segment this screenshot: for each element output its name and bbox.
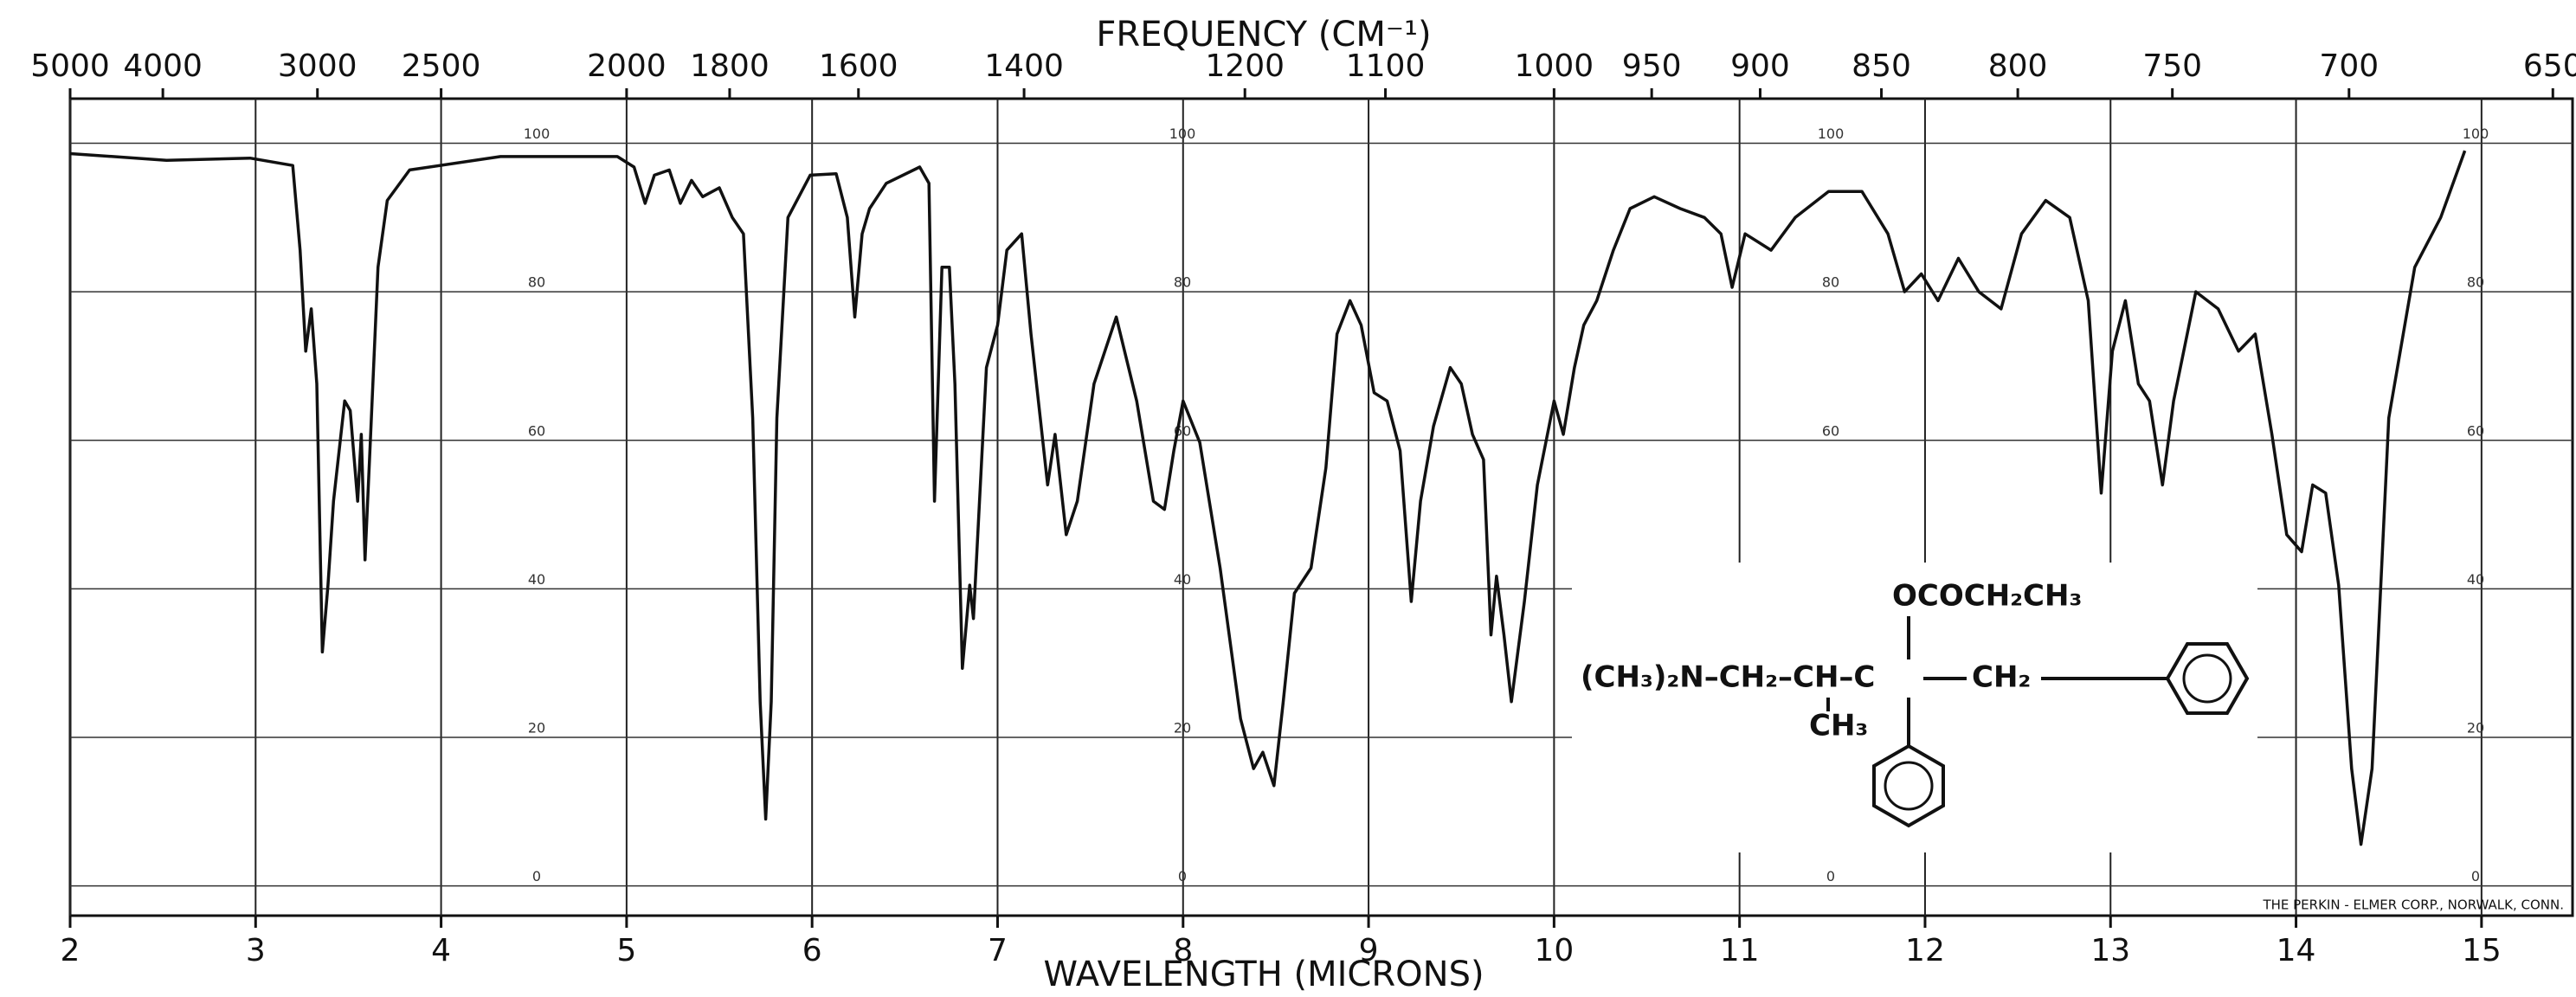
x-tick-label: 5 (616, 933, 636, 968)
x-tick-label: 11 (1720, 933, 1760, 968)
x-tick-label: 13 (2090, 933, 2130, 968)
x-tick-label: 8 (1173, 933, 1193, 968)
frequency-tick-label: 1400 (984, 48, 1064, 84)
y-tick-label: 40 (1174, 571, 1191, 588)
y-tick-label: 100 (1169, 125, 1196, 142)
y-tick-label: 20 (2467, 720, 2484, 736)
frequency-tick-label: 800 (1988, 48, 2048, 84)
frequency-tick-label: 700 (2319, 48, 2379, 84)
structure-background (1572, 563, 2257, 852)
frequency-tick-label: 2000 (587, 48, 667, 84)
y-tick-label: 60 (2467, 422, 2484, 439)
frequency-tick-label: 1600 (819, 48, 898, 84)
x-tick-label: 3 (246, 933, 266, 968)
y-tick-label: 0 (2471, 868, 2480, 884)
y-tick-label: 60 (528, 422, 545, 439)
y-tick-label: 80 (528, 274, 545, 291)
y-tick-label: 0 (1178, 868, 1187, 884)
x-tick-label: 4 (431, 933, 451, 968)
frequency-tick-label: 3000 (278, 48, 357, 84)
y-tick-label: 0 (532, 868, 541, 884)
y-tick-label: 20 (528, 720, 545, 736)
benzene-ring-inner (1884, 761, 1934, 811)
frequency-tick-label: 1000 (1515, 48, 1594, 84)
frequency-tick-label: 1200 (1205, 48, 1285, 84)
x-axis-title: WAVELENGTH (MICRONS) (1043, 955, 1484, 994)
x-tick-label: 6 (802, 933, 822, 968)
structure: OCOCH₂CH₃ (CH₃)₂N–CH₂–CH–C CH₂ CH₃ (1572, 563, 2257, 852)
main-chain: (CH₃)₂N–CH₂–CH–C (1581, 660, 1875, 695)
y-tick-label: 20 (1174, 720, 1191, 736)
y-tick-label: 40 (2467, 571, 2484, 588)
frequency-tick-label: 1800 (690, 48, 770, 84)
x-tick-label: 9 (1359, 933, 1379, 968)
y-tick-label: 80 (2467, 274, 2484, 291)
frequency-tick-label: 850 (1852, 48, 1911, 84)
y-tick-label: 100 (524, 125, 551, 142)
x-tick-label: 7 (988, 933, 1008, 968)
frequency-axis-title: FREQUENCY (CM⁻¹) (1096, 15, 1431, 55)
ester-group: OCOCH₂CH₃ (1892, 579, 2082, 614)
y-tick-label: 100 (1818, 125, 1845, 142)
plot (69, 150, 2467, 846)
y-tick-label: 40 (528, 571, 545, 588)
frequency-tick-label: 4000 (123, 48, 203, 84)
benzene-ring-inner (2182, 653, 2232, 704)
manufacturer-note: THE PERKIN - ELMER CORP., NORWALK, CONN. (2262, 897, 2564, 913)
methyl-group: CH₃ (1809, 709, 1868, 743)
x-tick-label: 12 (1905, 933, 1945, 968)
benzene-ring (1872, 743, 1945, 828)
frequency-tick-label: 2500 (402, 48, 481, 84)
x-tick-label: 14 (2277, 933, 2316, 968)
x-tick-label: 15 (2462, 933, 2502, 968)
frequency-tick-label: 750 (2142, 48, 2202, 84)
x-tick-label: 2 (61, 933, 80, 968)
frequency-tick-label: 900 (1730, 48, 1790, 84)
frequency-tick-label: 5000 (30, 48, 110, 84)
y-tick-label: 80 (1822, 274, 1839, 291)
spectrum-line (69, 150, 2467, 846)
tail-group: CH₂ (1972, 660, 2031, 695)
benzene-ring (2165, 642, 2250, 715)
frequency-tick-label: 950 (1622, 48, 1682, 84)
y-tick-label: 80 (1174, 274, 1191, 291)
y-tick-label: 0 (1826, 868, 1835, 884)
x-tick-label: 10 (1534, 933, 1574, 968)
frequency-tick-label: 1100 (1346, 48, 1426, 84)
y-tick-label: 60 (1822, 422, 1839, 439)
y-tick-label: 100 (2463, 125, 2489, 142)
frequency-tick-label: 650 (2523, 48, 2576, 84)
